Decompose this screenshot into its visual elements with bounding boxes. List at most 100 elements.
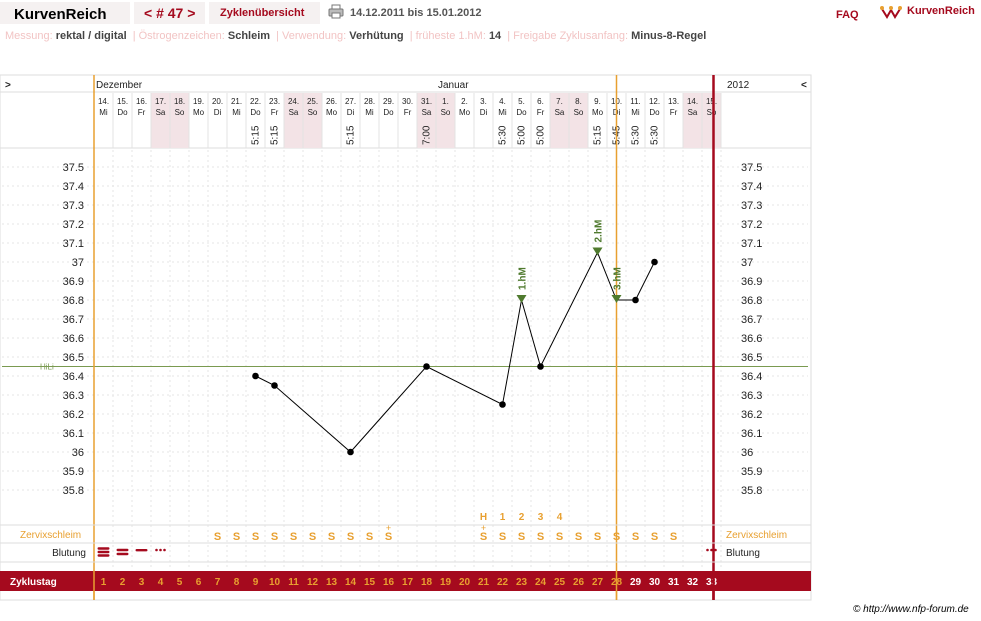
cycle-day: 29 bbox=[630, 577, 642, 588]
y-tick-left: 36.6 bbox=[63, 333, 84, 345]
day-date: 11. bbox=[630, 97, 641, 106]
y-tick-right: 36.2 bbox=[741, 409, 762, 421]
cervix-value: S bbox=[651, 531, 658, 543]
day-weekday: Fr bbox=[271, 108, 279, 117]
day-date: 1. bbox=[442, 97, 449, 106]
temperature-point bbox=[632, 296, 639, 304]
cycle-day: 15 bbox=[364, 577, 376, 588]
day-date: 9. bbox=[594, 97, 601, 106]
day-weekday: Mi bbox=[365, 108, 374, 117]
cycle-day: 14 bbox=[345, 577, 357, 588]
cycle-day-bar bbox=[0, 571, 811, 591]
cycle-day-label: Zyklustag bbox=[10, 577, 57, 588]
temperature-line bbox=[255, 251, 655, 453]
y-tick-left: 37.2 bbox=[63, 219, 84, 231]
bleeding-medium bbox=[116, 548, 129, 552]
prev-arrow[interactable]: > bbox=[5, 80, 11, 91]
day-weekday: Sa bbox=[422, 108, 432, 117]
info-separator: | bbox=[507, 30, 511, 42]
info-separator: | bbox=[409, 30, 413, 42]
logo-text: KurvenReich bbox=[907, 5, 975, 17]
app-title[interactable]: KurvenReich bbox=[0, 2, 130, 24]
info-value: Minus-8-Regel bbox=[631, 30, 707, 42]
weekend-shade bbox=[284, 93, 303, 148]
y-tick-left: 37.4 bbox=[63, 181, 84, 193]
cycle-day: 9 bbox=[253, 577, 259, 588]
day-weekday: Mo bbox=[326, 108, 338, 117]
printer-icon[interactable] bbox=[328, 4, 344, 19]
y-tick-left: 36.1 bbox=[63, 428, 84, 440]
bleeding-spot bbox=[163, 548, 166, 552]
faq-link[interactable]: FAQ bbox=[836, 9, 859, 21]
measure-time: 5:15 bbox=[251, 125, 262, 145]
y-tick-right: 35.8 bbox=[741, 485, 762, 497]
cycle-day: 32 bbox=[687, 577, 699, 588]
day-weekday: Mi bbox=[99, 108, 108, 117]
cycle-day: 22 bbox=[497, 577, 509, 588]
y-tick-right: 35.9 bbox=[741, 466, 762, 478]
cycle-day: 30 bbox=[649, 577, 661, 588]
logo[interactable]: KurvenReich bbox=[880, 3, 980, 23]
high-label: 1.hM bbox=[518, 267, 529, 290]
day-date: 14. bbox=[98, 97, 109, 106]
info-value: rektal / digital bbox=[55, 30, 130, 42]
top-bar: KurvenReich < # 47 > Zyklenübersicht 14.… bbox=[0, 0, 981, 27]
day-date: 27. bbox=[345, 97, 356, 106]
day-date: 18. bbox=[174, 97, 185, 106]
day-weekday: Mo bbox=[592, 108, 604, 117]
cervix-label-left: Zervixschleim bbox=[20, 530, 81, 541]
temperature-point bbox=[537, 363, 544, 370]
y-tick-left: 36 bbox=[72, 447, 84, 459]
cervix-value: S bbox=[594, 531, 601, 543]
day-date: 30. bbox=[402, 97, 413, 106]
weekend-shade bbox=[702, 93, 721, 148]
day-date: 5. bbox=[518, 97, 525, 106]
cycle-day: 5 bbox=[177, 577, 183, 588]
day-date: 31. bbox=[421, 97, 432, 106]
day-weekday: Mi bbox=[631, 108, 640, 117]
bleeding-heavy bbox=[97, 550, 110, 554]
measure-time: 5:30 bbox=[498, 125, 509, 145]
cervix-value: S bbox=[480, 531, 487, 543]
cervix-value: S bbox=[233, 531, 240, 543]
bleeding-heavy bbox=[97, 554, 110, 557]
y-tick-right: 36.6 bbox=[741, 333, 762, 345]
cycle-day: 21 bbox=[478, 577, 490, 588]
weekend-shade bbox=[303, 93, 322, 148]
y-tick-right: 36.8 bbox=[741, 295, 762, 307]
cycle-day: 33 bbox=[706, 577, 718, 588]
info-value: Verhütung bbox=[349, 30, 407, 42]
day-date: 7. bbox=[556, 97, 563, 106]
cervix-value: S bbox=[328, 531, 335, 543]
cervix-value: S bbox=[366, 531, 373, 543]
measure-time: 5:30 bbox=[650, 125, 661, 145]
y-tick-left: 37 bbox=[72, 257, 84, 269]
info-key: Verwendung: bbox=[281, 30, 350, 42]
peak-mark: 2 bbox=[519, 512, 525, 523]
y-tick-right: 36.1 bbox=[741, 428, 762, 440]
weekend-shade bbox=[550, 93, 569, 148]
cervix-value: S bbox=[575, 531, 582, 543]
cycle-day: 4 bbox=[158, 577, 164, 588]
cycle-chart: > <Dezember Januar 201214.Mi15.Do16.Fr17.Sa… bbox=[0, 74, 812, 601]
day-weekday: So bbox=[574, 108, 584, 117]
weekend-shade bbox=[569, 93, 588, 148]
day-date: 19. bbox=[193, 97, 204, 106]
bleeding-spot bbox=[706, 548, 709, 552]
cycle-day: 11 bbox=[288, 577, 299, 588]
cycle-day: 2 bbox=[120, 577, 126, 588]
cycle-day: 24 bbox=[535, 577, 547, 588]
day-date: 23. bbox=[269, 97, 280, 106]
temperature-point bbox=[252, 372, 259, 380]
cycle-navigation[interactable]: < # 47 > bbox=[134, 2, 205, 24]
weekend-shade bbox=[151, 93, 170, 148]
high-label: 3.hM bbox=[613, 267, 624, 290]
cervix-label-right: Zervixschleim bbox=[726, 530, 787, 541]
next-arrow[interactable]: < bbox=[801, 80, 807, 91]
day-weekday: Mo bbox=[459, 108, 471, 117]
cervix-value: S bbox=[499, 531, 506, 543]
day-weekday: Di bbox=[214, 108, 222, 117]
cervix-value: S bbox=[670, 531, 677, 543]
day-date: 12. bbox=[649, 97, 660, 106]
cycle-overview-link[interactable]: Zyklenübersicht bbox=[209, 2, 320, 24]
